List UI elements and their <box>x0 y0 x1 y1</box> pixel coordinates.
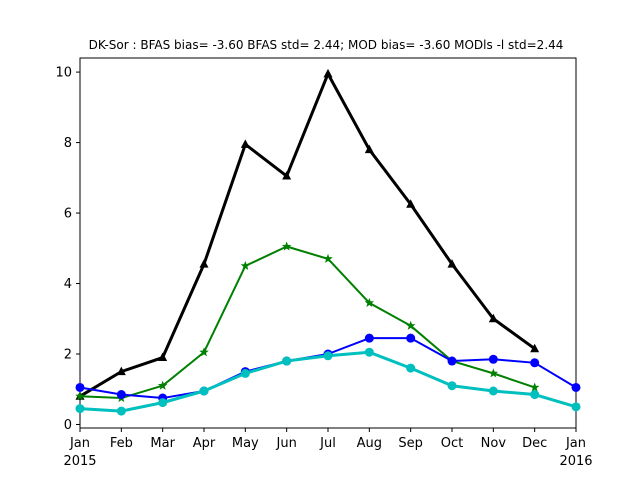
x-tick-label: Jun <box>276 436 297 451</box>
x-tick-label: Jul <box>319 436 336 451</box>
data-point <box>158 352 168 362</box>
data-point <box>406 333 416 343</box>
data-point <box>282 171 292 180</box>
data-point <box>530 343 540 353</box>
data-point <box>116 406 126 416</box>
data-point <box>447 259 457 268</box>
data-point <box>323 68 333 78</box>
x-tick-label: Nov <box>481 436 507 451</box>
chart-title: DK-Sor : BFAS bias= -3.60 BFAS std= 2.44… <box>89 38 564 52</box>
data-point <box>406 363 416 373</box>
data-point <box>447 381 457 391</box>
data-point <box>240 260 251 270</box>
x-tick-label: Oct <box>441 436 463 451</box>
data-point <box>405 320 416 330</box>
data-point <box>447 356 457 366</box>
data-point <box>281 241 292 251</box>
data-point <box>282 356 292 366</box>
series-0 <box>75 68 540 400</box>
axes: 0 2 4 6 8 10 Jan 2015 Feb Mar Apr May Jun Jul Aug Sep Oc… <box>55 66 592 469</box>
data-point <box>364 144 374 154</box>
x-tick-label: Feb <box>110 436 133 451</box>
data-point <box>240 139 250 148</box>
data-point <box>530 390 540 400</box>
data-point <box>240 368 250 378</box>
y-tick-label: 2 <box>64 348 72 363</box>
y-tick-label: 8 <box>64 136 72 151</box>
x-tick-label: Jan <box>69 436 90 451</box>
y-tick-label: 0 <box>64 418 72 433</box>
data-point <box>75 404 85 414</box>
data-point <box>488 354 498 364</box>
y-tick-label: 10 <box>55 66 72 81</box>
data-point <box>488 386 498 396</box>
x-tick-label: Aug <box>357 436 382 451</box>
y-tick-label: 6 <box>64 207 72 222</box>
data-point <box>199 259 209 268</box>
series-line <box>79 72 536 398</box>
data-point <box>571 402 581 412</box>
data-point <box>364 333 374 343</box>
data-point <box>323 253 333 263</box>
x-tick-label: May <box>232 436 259 451</box>
data-point <box>116 366 126 376</box>
data-point <box>199 347 209 357</box>
series-line <box>79 245 535 400</box>
x-tick-label: Sep <box>398 436 423 451</box>
data-point <box>488 313 498 323</box>
x-tick-label: Jan <box>565 436 586 451</box>
data-point <box>323 351 333 361</box>
data-point <box>364 297 375 307</box>
data-point <box>529 382 540 392</box>
series-3 <box>75 347 581 416</box>
data-point <box>75 382 85 392</box>
plot-frame <box>79 57 577 429</box>
data-point <box>488 368 499 378</box>
data-point <box>530 358 540 368</box>
data-point <box>116 390 126 400</box>
data-point <box>364 347 374 357</box>
x-tick-year-label: 2015 <box>63 454 96 469</box>
y-tick-label: 4 <box>64 277 72 292</box>
x-tick-year-label: 2016 <box>559 454 592 469</box>
x-tick-label: Mar <box>150 436 175 451</box>
series-layer <box>75 68 581 416</box>
data-point <box>199 386 209 396</box>
data-point <box>75 391 85 401</box>
data-point <box>406 199 416 208</box>
data-point <box>157 380 168 390</box>
data-point <box>158 398 168 408</box>
data-point <box>571 382 581 392</box>
x-tick-label: Apr <box>193 436 216 451</box>
series-1 <box>75 241 540 403</box>
x-tick-label: Dec <box>522 436 547 451</box>
